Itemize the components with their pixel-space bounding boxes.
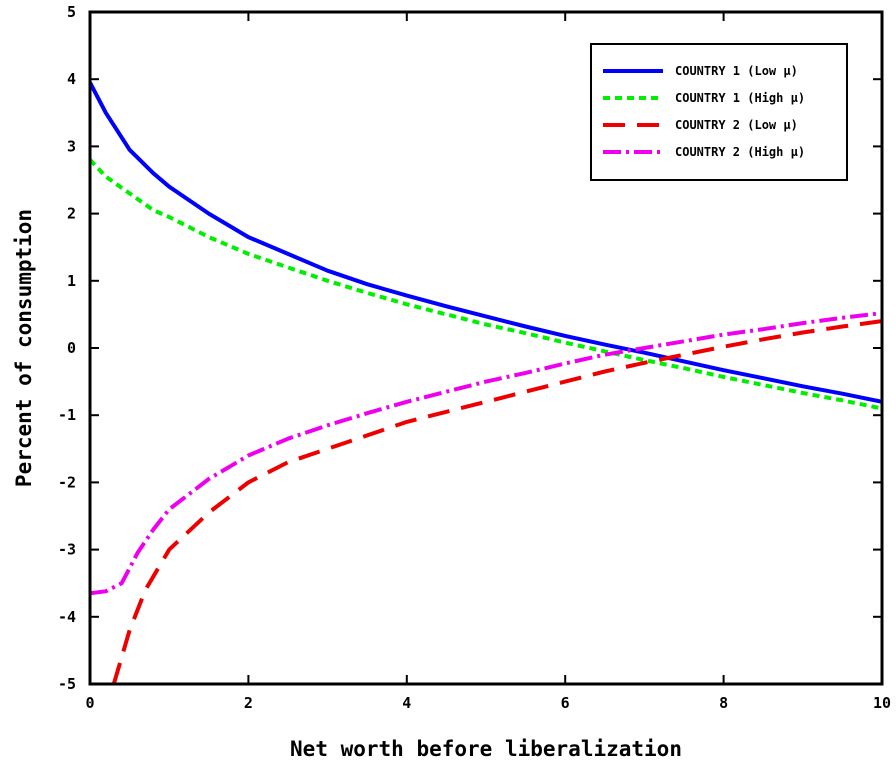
x-tick-label: 4: [402, 694, 411, 712]
legend-label-3: COUNTRY 2 (Low μ): [675, 118, 798, 132]
y-tick-label: -2: [58, 473, 76, 491]
y-tick-label: 3: [67, 137, 76, 155]
x-tick-label: 0: [85, 694, 94, 712]
legend-label-4: COUNTRY 2 (High μ): [675, 145, 805, 159]
x-tick-label: 10: [873, 694, 891, 712]
series-line-2: [90, 158, 882, 411]
series-line-3: [111, 319, 882, 684]
legend-label-1: COUNTRY 1 (Low μ): [675, 64, 798, 78]
y-tick-label: 0: [67, 339, 76, 357]
y-tick-label: 2: [67, 205, 76, 223]
x-tick-label: 8: [719, 694, 728, 712]
y-tick-label: 4: [67, 70, 76, 88]
y-tick-label: -5: [58, 675, 76, 693]
legend-label-2: COUNTRY 1 (High μ): [675, 91, 805, 105]
y-tick-label: -3: [58, 541, 76, 559]
ticks-layer: 0 2 4 6 8 10 -5 -4 -3 -2 -1 0 1 2 3 4 5: [58, 3, 891, 712]
series-layer: [90, 81, 882, 684]
y-tick-label: -4: [58, 608, 76, 626]
x-tick-label: 2: [244, 694, 253, 712]
y-tick-label: 1: [67, 272, 76, 290]
y-axis-label: Percent of consumption: [12, 209, 36, 487]
x-axis-label: Net worth before liberalization: [290, 737, 682, 761]
series-line-1: [90, 81, 882, 404]
legend: COUNTRY 1 (Low μ) COUNTRY 1 (High μ) COUNT…: [590, 43, 848, 181]
y-tick-label: -1: [58, 406, 76, 424]
legend-box: [590, 43, 848, 181]
y-tick-label: 5: [67, 3, 76, 21]
x-tick-label: 6: [561, 694, 570, 712]
series-line-4: [90, 311, 882, 596]
